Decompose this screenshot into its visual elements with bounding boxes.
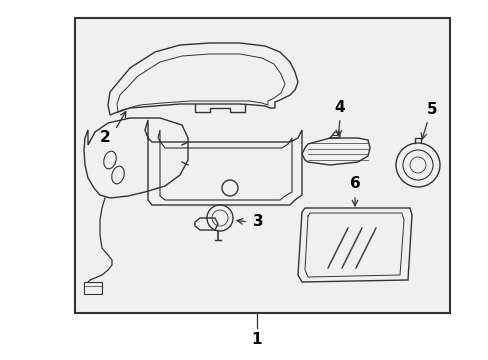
Text: 3: 3 bbox=[252, 215, 263, 230]
Text: 1: 1 bbox=[251, 333, 262, 347]
Text: 2: 2 bbox=[100, 130, 110, 145]
Bar bbox=[75, 18, 449, 313]
Text: 6: 6 bbox=[349, 175, 360, 190]
Text: 4: 4 bbox=[334, 100, 345, 116]
Text: 5: 5 bbox=[426, 103, 436, 117]
Bar bbox=[84, 282, 102, 294]
